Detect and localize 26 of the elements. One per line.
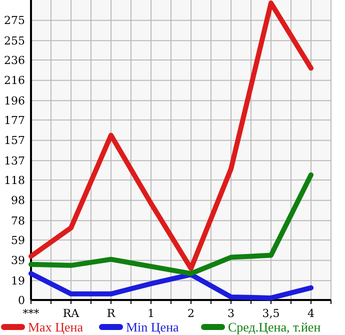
x-tick-label: RA — [62, 307, 80, 320]
y-tick-label: 59 — [11, 234, 25, 247]
x-tick-label: 3,5 — [262, 307, 280, 320]
x-tick-label: R — [106, 307, 116, 320]
y-tick-label: 19 — [11, 274, 25, 288]
x-tick-label: 2 — [188, 307, 194, 320]
y-tick-label: 78 — [11, 214, 25, 228]
y-tick-label: 98 — [11, 194, 25, 208]
legend-label: Max Цена — [28, 320, 84, 335]
x-tick-label: 3 — [228, 307, 234, 320]
y-tick-label: 39 — [11, 254, 25, 268]
y-tick-label: 0 — [18, 294, 25, 307]
y-tick-label: 255 — [4, 34, 25, 48]
y-tick-label: 236 — [4, 54, 25, 67]
y-tick-label: 216 — [4, 74, 25, 88]
legend-label: Сред.Цена, т.йен — [228, 320, 321, 335]
legend-label: Min Цена — [126, 320, 180, 335]
y-tick-label: 157 — [4, 134, 25, 148]
y-tick-label: 118 — [4, 174, 25, 187]
y-tick-label: 275 — [4, 14, 25, 28]
x-tick-label: *** — [22, 307, 40, 320]
x-tick-label: 4 — [308, 307, 314, 320]
y-tick-label: 137 — [4, 154, 25, 168]
y-tick-label: 177 — [4, 114, 25, 127]
y-tick-label: 196 — [4, 94, 25, 108]
x-tick-label: 1 — [148, 307, 154, 320]
